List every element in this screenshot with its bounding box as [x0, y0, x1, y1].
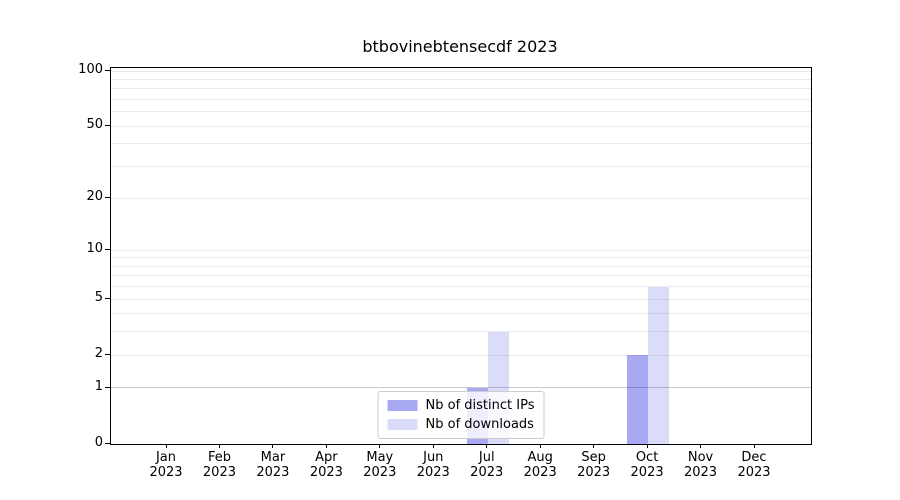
- y-tick-label-5: 5: [94, 290, 103, 306]
- y-tick-label-20: 20: [86, 189, 103, 205]
- y-gridline-3: [111, 331, 811, 333]
- legend-label-distinct-ips: Nb of distinct IPs: [425, 398, 535, 413]
- x-tick-aug-2023: [539, 444, 541, 448]
- x-tick-dec-2023: [753, 444, 755, 448]
- y-gridline-30: [111, 166, 811, 168]
- y-gridline-100: [111, 70, 811, 72]
- x-tick-label-jan-2023: Jan 2023: [149, 450, 183, 480]
- x-tick-jan-2023: [165, 444, 167, 448]
- y-tick-10: [105, 249, 110, 251]
- y-tick-label-1: 1: [94, 378, 103, 394]
- y-tick-label-0: 0: [94, 435, 103, 450]
- y-tick-50: [105, 125, 110, 127]
- x-tick-label-nov-2023: Nov 2023: [683, 450, 718, 480]
- y-tick-100: [105, 70, 110, 72]
- x-tick-label-jul-2023: Jul 2023: [470, 450, 504, 480]
- y-gridline-4: [111, 313, 811, 315]
- y-gridline-10: [111, 249, 811, 251]
- y-tick-5: [105, 298, 110, 300]
- x-tick-feb-2023: [218, 444, 220, 448]
- y-gridline-50: [111, 125, 811, 127]
- y-tick-label-100: 100: [78, 62, 103, 78]
- y-gridline-2: [111, 354, 811, 356]
- y-gridline-80: [111, 88, 811, 90]
- x-tick-label-sep-2023: Sep 2023: [577, 450, 611, 480]
- legend-item-distinct-ips: Nb of distinct IPs: [387, 398, 535, 413]
- x-tick-label-feb-2023: Feb 2023: [202, 450, 236, 480]
- x-tick-may-2023: [379, 444, 381, 448]
- bar-nb-of-distinct-ips-oct-2023: [627, 355, 649, 444]
- y-tick-label-10: 10: [86, 241, 103, 257]
- x-tick-label-dec-2023: Dec 2023: [737, 450, 771, 480]
- x-tick-jul-2023: [486, 444, 488, 448]
- y-tick-20: [105, 197, 110, 199]
- legend-label-downloads: Nb of downloads: [425, 417, 534, 432]
- y-gridline-highlight-1: [111, 387, 811, 389]
- y-tick-1: [105, 386, 110, 388]
- y-gridline-5: [111, 298, 811, 300]
- y-tick-0: [105, 443, 110, 444]
- x-tick-label-aug-2023: Aug 2023: [523, 450, 557, 480]
- plot-area: Nb of distinct IPs Nb of downloads: [110, 67, 812, 445]
- legend-item-downloads: Nb of downloads: [387, 417, 535, 432]
- x-tick-apr-2023: [325, 444, 327, 448]
- x-tick-nov-2023: [700, 444, 702, 448]
- y-gridline-60: [111, 111, 811, 113]
- y-gridline-8: [111, 265, 811, 267]
- x-tick-label-apr-2023: Apr 2023: [309, 450, 343, 480]
- x-tick-label-jun-2023: Jun 2023: [416, 450, 450, 480]
- bar-nb-of-downloads-oct-2023: [648, 286, 670, 444]
- y-gridline-9: [111, 257, 811, 259]
- y-gridline-90: [111, 79, 811, 81]
- legend: Nb of distinct IPs Nb of downloads: [377, 391, 545, 439]
- legend-swatch-distinct-ips: [387, 400, 418, 411]
- y-gridline-6: [111, 286, 811, 288]
- x-tick-oct-2023: [646, 444, 648, 448]
- y-gridline-70: [111, 99, 811, 101]
- x-tick-jun-2023: [432, 444, 434, 448]
- y-gridline-20: [111, 197, 811, 199]
- y-gridline-40: [111, 143, 811, 145]
- legend-swatch-downloads: [387, 419, 418, 430]
- y-tick-2: [105, 354, 110, 356]
- x-tick-mar-2023: [272, 444, 274, 448]
- x-tick-label-mar-2023: Mar 2023: [256, 450, 290, 480]
- x-tick-label-oct-2023: Oct 2023: [630, 450, 664, 480]
- chart-title: btbovinebtensecdf 2023: [362, 37, 558, 56]
- y-gridline-7: [111, 275, 811, 277]
- x-tick-sep-2023: [593, 444, 595, 448]
- y-tick-label-2: 2: [94, 346, 103, 362]
- x-tick-label-may-2023: May 2023: [363, 450, 397, 480]
- y-tick-label-50: 50: [86, 117, 103, 133]
